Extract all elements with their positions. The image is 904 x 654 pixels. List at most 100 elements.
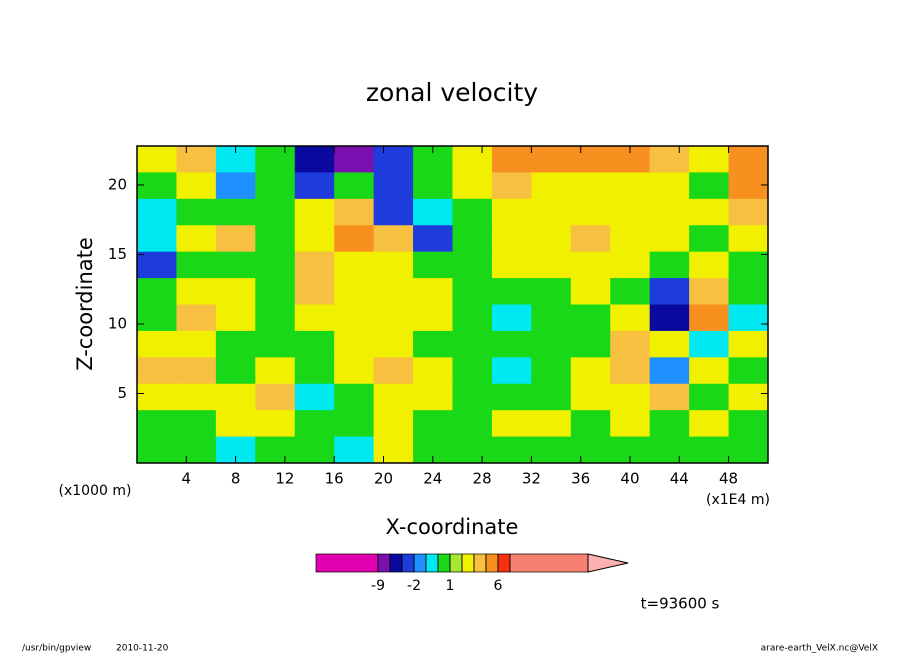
contour-cell [452,357,493,385]
contour-cell [531,330,572,358]
contour-cell [137,436,177,464]
contour-cell [334,330,375,358]
contour-cell [176,357,217,385]
x-tick-label: 4 [182,470,192,488]
contour-cell [373,278,414,305]
contour-cell [215,357,256,385]
contour-cell [570,330,611,358]
contour-cell [570,172,611,200]
contour-cell [689,198,730,226]
contour-cell [728,383,769,411]
contour-cell [728,278,769,305]
contour-cell [373,198,414,226]
contour-cell [413,278,453,305]
contour-cell [570,198,611,226]
contour-cell [728,251,769,279]
contour-cell [689,304,730,332]
colorbar-tick-label: 1 [446,578,455,594]
contour-cell [334,410,375,438]
contour-cell [215,410,256,438]
contour-cell [531,172,572,200]
colorbar-tick-label: 6 [494,578,503,594]
contour-cell [689,383,730,411]
x-tick-label: 24 [423,470,442,488]
contour-cell [176,410,217,438]
y-tick-label: 20 [108,175,127,193]
contour-cell [215,198,256,226]
contour-cell [491,198,532,226]
contour-cell [452,436,493,464]
time-label: t=93600 s [641,595,720,613]
y-tick-label: 15 [108,245,127,263]
contour-cell [255,436,296,464]
contour-cell [491,410,532,438]
contour-cell [728,146,769,173]
contour-cell [137,278,177,305]
contour-cell [689,225,730,253]
contour-cell [531,278,572,305]
contour-cell [176,251,217,279]
contour-cell [176,304,217,332]
contour-cell [649,146,690,173]
x-units: (x1E4 m) [706,492,770,508]
colorbar-segment [461,553,475,573]
contour-cell [373,172,414,200]
contour-cell [728,304,769,332]
contour-cell [373,304,414,332]
x-tick-label: 28 [473,470,492,488]
footer-file: arare-earth_VelX.nc@VelX [761,644,878,654]
contour-cell [491,172,532,200]
contour-cell [176,172,217,200]
colorbar-tick-label: -9 [371,578,385,594]
contour-cell [728,410,769,438]
contour-cell [176,198,217,226]
contour-cell [452,225,493,253]
contour-cell [294,410,335,438]
contour-cell [689,146,730,173]
contour-cell [728,357,769,385]
contour-cell [649,198,690,226]
contour-cell [531,198,572,226]
contour-cell [334,198,375,226]
contour-cell [176,383,217,411]
contour-cell [176,278,217,305]
contour-cell [610,198,651,226]
contour-cell [491,251,532,279]
x-tick-label: 48 [719,470,738,488]
contour-cell [728,172,769,200]
contour-cell [215,278,256,305]
contour-cell [452,146,493,173]
contour-cell [491,383,532,411]
colorbar-tick-label: -2 [407,578,421,594]
contour-cell [255,304,296,332]
contour-cell [255,383,296,411]
colorbar-segment [389,553,403,573]
colorbar-segment [437,553,451,573]
contour-cell [531,383,572,411]
contour-cell [531,304,572,332]
contour-cell [610,278,651,305]
contour-cell [294,172,335,200]
contour-cell [334,436,375,464]
contour-cell [215,330,256,358]
contour-cell [413,383,453,411]
contour-cell [215,251,256,279]
contour-cell [255,278,296,305]
contour-cell [649,304,690,332]
contour-cell [491,304,532,332]
contour-cell [373,251,414,279]
contour-cell [413,304,453,332]
chart-title: zonal velocity [366,78,538,107]
contour-cell [294,330,335,358]
colorbar-segment [473,553,487,573]
y-tick-label: 10 [108,314,127,332]
contour-cell [649,383,690,411]
contour-cell [570,225,611,253]
contour-cell [294,383,335,411]
contour-cell [334,304,375,332]
contour-cell [570,436,611,464]
contour-cell [452,251,493,279]
contour-cell [334,383,375,411]
contour-cell [531,146,572,173]
contour-cell [649,330,690,358]
